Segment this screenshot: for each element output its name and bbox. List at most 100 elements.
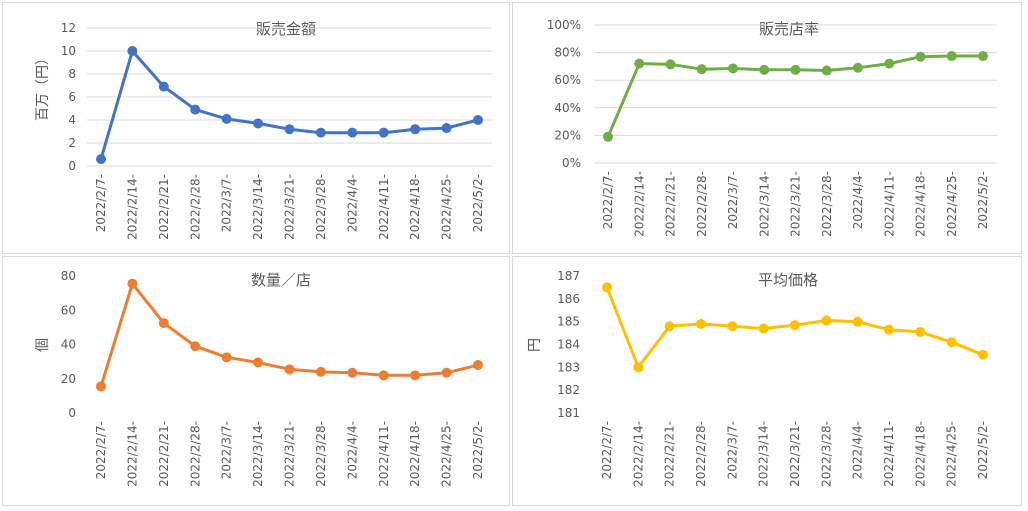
x-tick-label: 2022/4/4- xyxy=(851,171,865,229)
data-point xyxy=(665,59,676,70)
chart-title: 販売店率 xyxy=(759,20,819,38)
data-point xyxy=(978,349,988,360)
y-tick-label: 20 xyxy=(61,372,76,386)
data-point xyxy=(347,367,358,378)
data-point xyxy=(315,127,326,138)
x-tick-label: 2022/3/7- xyxy=(220,174,234,232)
data-point xyxy=(127,278,138,289)
data-point xyxy=(253,357,264,368)
y-axis-label: 円 xyxy=(527,338,543,352)
chart-svg-sales-amount: 販売金額 百万（円） 0 2 4 6 8 10 12 2022/2/7- 2022/2/14- 2… xyxy=(35,20,492,240)
x-tick-label: 2022/4/25- xyxy=(440,421,454,487)
x-tick-label: 2022/3/14- xyxy=(757,171,771,237)
data-point xyxy=(727,321,738,332)
data-point xyxy=(284,124,295,135)
x-tick-label: 2022/5/2- xyxy=(471,421,485,479)
x-tick-label: 2022/5/2- xyxy=(976,171,990,229)
x-tick-label: 2022/3/14- xyxy=(251,174,265,240)
data-point xyxy=(378,127,389,138)
data-point xyxy=(633,362,644,373)
y-tick-label: 183 xyxy=(557,360,580,374)
y-tick-label: 6 xyxy=(68,90,76,104)
x-tick-label: 2022/2/7- xyxy=(600,421,614,479)
y-tick-label: 0 xyxy=(68,406,76,420)
x-tick-label: 2022/3/7- xyxy=(725,421,739,479)
y-tick-label: 2 xyxy=(68,136,76,150)
data-point xyxy=(473,360,483,371)
data-point xyxy=(221,352,232,363)
x-tick-label: 2022/4/4- xyxy=(851,421,865,479)
data-point xyxy=(758,323,769,334)
y-tick-label: 181 xyxy=(557,406,580,420)
data-point xyxy=(158,318,169,329)
x-tick-label: 2022/4/18- xyxy=(408,174,422,240)
data-point xyxy=(190,104,201,115)
y-axis-label: 百万（円） xyxy=(35,51,51,121)
chart-svg-average-price: 平均価格 円 181 182 183 184 185 186 187 2022/2/7- 202… xyxy=(527,269,990,487)
chart-title: 平均価格 xyxy=(758,271,818,289)
data-point xyxy=(634,58,645,69)
data-point xyxy=(96,381,106,392)
data-point xyxy=(441,367,452,378)
chart-title: 販売金額 xyxy=(256,20,316,38)
chart-svg-quantity-per-store: 数量／店 個 0 20 40 60 80 2022/2/7- 2022/2/14- 2022/… xyxy=(35,269,485,487)
x-tick-label: 2022/3/28- xyxy=(314,421,328,487)
x-tick-label: 2022/2/7- xyxy=(94,421,108,479)
y-tick-label: 10 xyxy=(61,44,76,58)
chart-panel-average-price: 平均価格 円 181 182 183 184 185 186 187 2022/2/7- 202… xyxy=(512,256,1022,506)
x-tick-label: 2022/5/2- xyxy=(976,421,990,479)
data-point xyxy=(347,127,358,138)
data-point xyxy=(884,324,894,335)
y-axis-label: 個 xyxy=(35,338,51,352)
x-tick-label: 2022/4/11- xyxy=(377,174,391,240)
data-point xyxy=(884,58,895,69)
data-point xyxy=(284,364,295,375)
chart-panel-sales-amount: 販売金額 百万（円） 0 2 4 6 8 10 12 2022/2/7- 2022/2/14- 2… xyxy=(2,2,510,254)
x-tick-label: 2022/3/28- xyxy=(820,171,834,237)
x-tick-label: 2022/2/21- xyxy=(157,421,171,487)
y-tick-label: 185 xyxy=(557,315,580,329)
data-point xyxy=(410,124,421,135)
y-tick-label: 40% xyxy=(554,101,581,115)
x-tick-label: 2022/2/28- xyxy=(694,421,708,487)
data-point xyxy=(790,320,800,331)
x-tick-label: 2022/3/28- xyxy=(819,421,833,487)
x-tick-label: 2022/3/7- xyxy=(220,421,234,479)
data-point xyxy=(946,337,957,348)
x-tick-label: 2022/4/25- xyxy=(945,171,959,237)
x-tick-label: 2022/2/21- xyxy=(664,171,678,237)
data-point xyxy=(728,63,738,74)
data-point xyxy=(915,326,926,337)
x-tick-label: 2022/3/21- xyxy=(283,174,297,240)
chart-panel-store-rate: 販売店率 0% 20% 40% 60% 80% 100% 2022/2/7- 2022/2/1… xyxy=(512,2,1022,254)
data-point xyxy=(915,51,926,62)
x-tick-label: 2022/4/11- xyxy=(882,171,896,237)
x-tick-label: 2022/4/18- xyxy=(913,421,927,487)
x-tick-label: 2022/2/14- xyxy=(125,421,139,487)
data-point xyxy=(696,64,707,75)
y-tick-label: 186 xyxy=(557,292,580,306)
x-tick-label: 2022/4/11- xyxy=(882,421,896,487)
x-tick-label: 2022/2/7- xyxy=(601,171,615,229)
data-point xyxy=(852,316,863,327)
y-tick-label: 8 xyxy=(68,67,76,81)
x-tick-label: 2022/4/25- xyxy=(945,421,959,487)
x-tick-label: 2022/2/28- xyxy=(188,421,202,487)
x-tick-label: 2022/2/28- xyxy=(188,174,202,240)
y-tick-label: 100% xyxy=(547,18,581,32)
x-tick-label: 2022/4/4- xyxy=(345,174,359,232)
x-tick-label: 2022/4/18- xyxy=(914,171,928,237)
y-tick-label: 80 xyxy=(61,269,76,283)
x-tick-label: 2022/4/11- xyxy=(377,421,391,487)
x-tick-label: 2022/2/14- xyxy=(632,171,646,237)
x-tick-label: 2022/2/21- xyxy=(663,421,677,487)
data-point xyxy=(221,113,232,124)
x-tick-label: 2022/2/21- xyxy=(157,174,171,240)
data-point xyxy=(602,282,612,293)
x-tick-label: 2022/3/28- xyxy=(314,174,328,240)
y-tick-label: 80% xyxy=(554,46,581,60)
x-tick-label: 2022/3/14- xyxy=(757,421,771,487)
x-tick-label: 2022/3/21- xyxy=(789,171,803,237)
data-point xyxy=(853,62,863,73)
chart-title: 数量／店 xyxy=(251,271,311,289)
